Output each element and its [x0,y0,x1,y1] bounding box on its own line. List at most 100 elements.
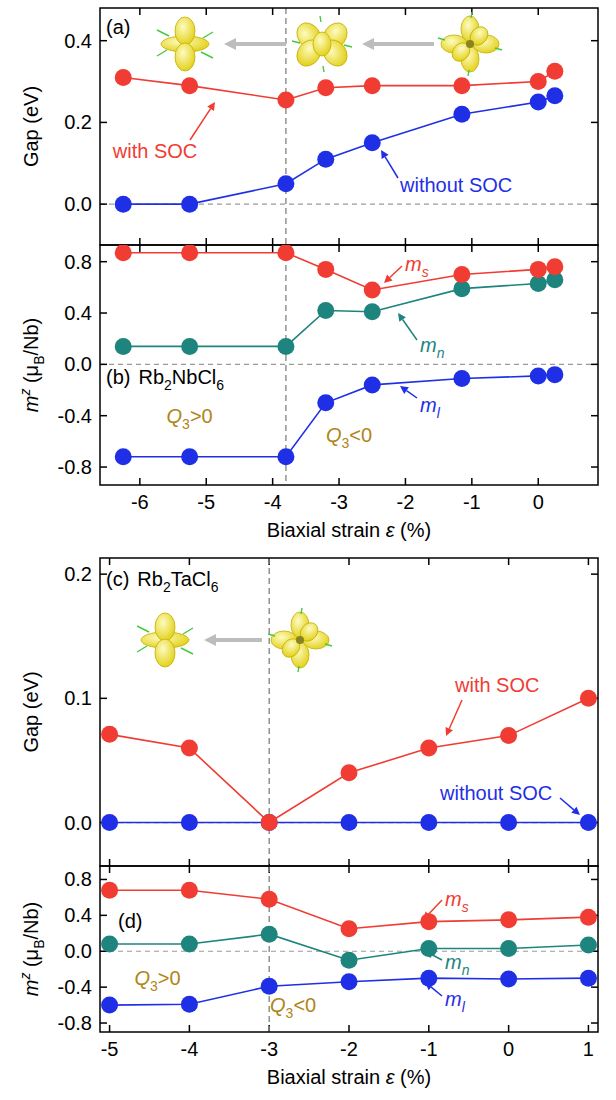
y-tick [100,261,107,263]
text-part: m [445,988,462,1010]
text-part: Biaxial strain [267,519,386,541]
annotation: Q3<0 [270,994,316,1021]
y-tick-label: 0.2 [64,111,92,133]
y-tick [591,986,598,988]
marker [277,448,294,465]
text-part: n [437,345,445,361]
marker [317,79,334,96]
x-tick [189,859,191,866]
panel-label: (d) [118,910,142,932]
x-tick [338,245,340,252]
y-tick [100,466,107,468]
y-tick [591,466,598,468]
marker [261,926,278,943]
marker [317,151,334,168]
x-tick [348,859,350,866]
arrow [432,955,442,960]
y-tick-label: -0.8 [58,456,92,478]
y-tick-label: 0.4 [64,904,92,926]
x-tick-label: -3 [260,1038,278,1060]
marker [261,814,278,831]
arrow-head [425,982,434,990]
text-part: 3 [341,435,349,451]
x-tick [428,859,430,866]
panel-title: Rb2TaCl6 [137,568,218,595]
x-tick [348,558,350,565]
text-part: TaCl [171,568,211,590]
series-line [123,280,555,347]
series-label: with SOC [112,140,197,162]
marker [101,882,118,899]
orbital-inset [137,613,193,667]
x-axis-title: Biaxial strain ε (%) [267,1066,431,1088]
marker [530,261,547,278]
x-tick [508,859,510,866]
x-tick [508,866,510,873]
orbital-inset [438,12,502,76]
marker [580,909,597,926]
x-tick-label: -3 [330,491,348,513]
panel: -0.8-0.40.00.40.8-5-4-3-2-101msmnml(d)Q3… [17,866,598,1088]
marker [181,936,198,953]
arrow [236,42,286,46]
y-tick [100,415,107,417]
text-part: Biaxial strain [267,1066,386,1088]
marker [101,726,118,743]
text-part: NbCl [172,366,216,388]
text-part: (μ [20,365,42,389]
arrow [385,157,398,178]
orbital-axis [344,45,352,47]
x-tick-label: 1 [583,1038,594,1060]
orbital-axis [323,66,324,72]
text-part: (%) [395,1066,432,1088]
marker [364,281,381,298]
y-tick-label: 0.8 [64,868,92,890]
x-tick-label: 0 [503,1038,514,1060]
text-part: B [31,940,47,949]
x-tick [405,245,407,252]
orbital-axis [438,38,445,40]
orbital-lobe [278,635,303,661]
y-tick [591,879,598,881]
marker [530,93,547,110]
text-part: m [420,394,437,416]
marker [500,911,517,928]
y-tick-label: 0.8 [64,251,92,273]
text-part: with SOC [454,674,539,696]
marker [277,338,294,355]
x-tick-label: -4 [264,491,282,513]
series-label: with SOC [454,674,539,696]
y-tick [100,986,107,988]
y-tick [100,1022,107,1024]
marker [364,303,381,320]
y-tick-label: 0.1 [64,687,92,709]
series-group [115,63,564,213]
text-part: Rb [138,366,164,388]
marker [115,245,132,261]
text-part: m [405,253,422,275]
y-tick-label: 0.4 [64,302,92,324]
orbital-axis [181,648,193,654]
x-tick-label: -5 [197,491,215,513]
orbital-axis [325,644,332,646]
marker [101,997,118,1014]
y-tick-label: 0.0 [64,812,92,834]
marker [181,882,198,899]
marker [261,814,278,831]
series-label: ms [445,888,469,915]
panel: 0.00.20.4with SOCwithout SOC(a)Gap (eV) [20,8,598,245]
orbital-axis [298,666,299,672]
x-tick [338,478,340,485]
y-tick [591,203,598,205]
y-tick [591,1022,598,1024]
marker [453,266,470,283]
y-tick [591,122,598,124]
marker [115,448,132,465]
x-tick [471,238,473,245]
text-part: 6 [216,377,224,393]
y-tick [100,879,107,881]
x-tick-label: -5 [101,1038,119,1060]
orbital-axis [468,70,469,76]
orbital-lobe [296,619,321,645]
text-part: without SOC [399,174,512,196]
